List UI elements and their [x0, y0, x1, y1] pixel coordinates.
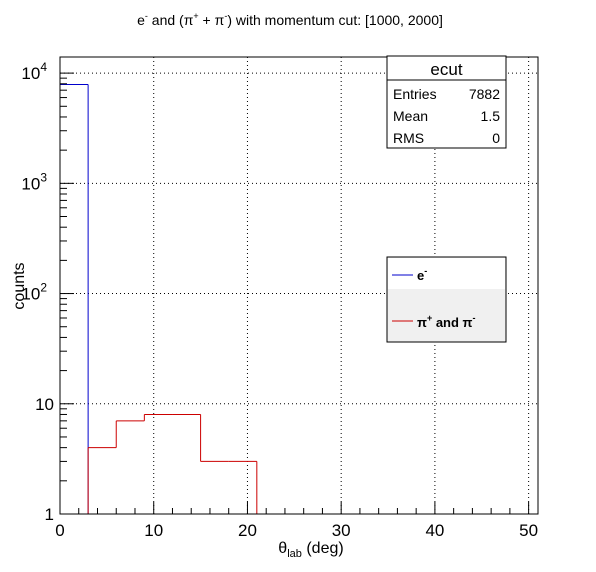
- stats-value-rms: 0: [492, 130, 500, 146]
- stats-box: ecut Entries 7882 Mean 1.5 RMS 0: [386, 55, 507, 149]
- y-tick-label: 103: [21, 170, 47, 193]
- stats-label-entries: Entries: [393, 86, 437, 102]
- plot-frame: [59, 56, 539, 515]
- chart-title: e- and (π+ + π-) with momentum cut: [100…: [137, 11, 443, 28]
- legend: e- π+ and π-: [386, 256, 507, 343]
- x-tick-label: 30: [332, 521, 351, 540]
- legend-label-pions: π+ and π-: [417, 313, 476, 330]
- stats-title: ecut: [430, 60, 462, 79]
- x-tick-label: 20: [238, 521, 257, 540]
- stats-label-rms: RMS: [393, 130, 424, 146]
- x-tick-label: 50: [519, 521, 538, 540]
- y-axis-ticks: 1 10 102 103 104: [21, 60, 74, 524]
- legend-label-electron: e-: [417, 266, 427, 283]
- y-tick-label: 102: [21, 281, 47, 304]
- stats-value-mean: 1.5: [481, 108, 501, 124]
- x-axis-ticks: 0 10 20 30 40 50: [55, 502, 538, 540]
- stats-label-mean: Mean: [393, 108, 428, 124]
- x-tick-label: 0: [55, 521, 64, 540]
- x-tick-label: 40: [425, 521, 444, 540]
- x-tick-label: 10: [144, 521, 163, 540]
- y-axis-label: counts: [11, 262, 28, 309]
- stats-value-entries: 7882: [469, 86, 500, 102]
- y-tick-label: 10: [35, 395, 54, 414]
- y-tick-label: 1: [45, 505, 54, 524]
- y-tick-label: 104: [21, 60, 47, 83]
- x-axis-label: θlab (deg): [278, 540, 343, 560]
